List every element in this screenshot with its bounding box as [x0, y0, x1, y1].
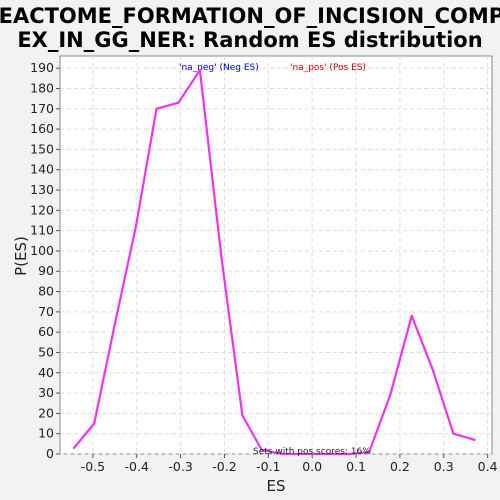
pos-scores-annotation: Sets with pos scores: 16%: [253, 447, 371, 457]
data-point: [281, 452, 284, 456]
legend-entry-pos: 'na_pos' (Pos ES): [290, 63, 366, 73]
y-tick-label: 150: [30, 141, 54, 156]
plot-area: [59, 55, 493, 455]
data-point: [452, 432, 455, 435]
y-tick-label: 190: [30, 60, 54, 75]
data-point: [410, 314, 413, 318]
y-tick-label: 180: [30, 80, 54, 95]
data-point: [473, 438, 476, 441]
data-point: [93, 422, 96, 425]
x-tick-label: -0.5: [81, 459, 105, 474]
y-tick-label: 70: [38, 304, 54, 319]
series-layer: [72, 69, 476, 456]
grid-lines: [60, 56, 492, 455]
y-tick-label: 40: [38, 365, 54, 380]
data-point: [198, 69, 202, 72]
y-tick-label: 80: [38, 284, 54, 299]
data-point: [72, 446, 76, 450]
data-point: [367, 450, 371, 454]
y-tick-label: 100: [30, 243, 54, 258]
x-tick-label: -0.4: [125, 459, 149, 474]
y-tick-label: 110: [30, 223, 54, 238]
y-tick-label: 50: [38, 344, 54, 359]
data-point: [177, 101, 180, 104]
y-tick-label: 160: [30, 121, 54, 136]
x-tick-label: 0.3: [434, 459, 454, 474]
y-tick-label: 140: [30, 162, 54, 177]
data-point: [114, 320, 117, 324]
x-axis-ticks: -0.5 -0.4 -0.3 -0.2 -0.1 0.0 0.1 0.2 0.3 0.4: [81, 454, 498, 474]
y-tick-label: 130: [30, 182, 54, 197]
x-tick-label: -0.3: [168, 459, 192, 474]
x-tick-label: 0.1: [346, 459, 366, 474]
y-tick-label: 30: [38, 385, 54, 400]
y-axis-label: P(ES): [12, 236, 30, 276]
x-tick-label: -0.2: [212, 459, 236, 474]
x-axis-label: ES: [267, 477, 286, 495]
data-point: [348, 452, 351, 456]
data-point: [260, 448, 263, 452]
y-tick-label: 10: [38, 426, 54, 441]
data-point: [155, 107, 158, 110]
legend-entry-neg: 'na_neg' (Neg ES): [179, 63, 259, 73]
chart-title-line-1: REACTOME_FORMATION_OF_INCISION_COMPL: [0, 4, 500, 28]
chart-title-line-2: EX_IN_GG_NER: Random ES distribution: [17, 28, 482, 52]
series-line: [73, 69, 475, 456]
x-tick-label: 0.0: [302, 459, 322, 474]
x-tick-label: 0.4: [478, 459, 498, 474]
y-axis-ticks: 0 10 20 30 40 50 60 70 80 90 100 110 120 130 140 150 160…: [30, 60, 60, 461]
y-tick-label: 0: [46, 446, 54, 461]
data-point: [134, 225, 138, 228]
data-point: [389, 393, 392, 397]
y-tick-label: 170: [30, 101, 54, 116]
y-tick-label: 120: [30, 202, 54, 217]
x-tick-label: -0.1: [256, 459, 280, 474]
y-tick-label: 90: [38, 263, 54, 278]
x-tick-label: 0.2: [390, 459, 410, 474]
y-tick-label: 60: [38, 324, 54, 339]
data-point: [220, 255, 223, 259]
y-tick-label: 20: [38, 405, 54, 420]
data-point: [241, 414, 244, 417]
data-point: [431, 367, 434, 370]
